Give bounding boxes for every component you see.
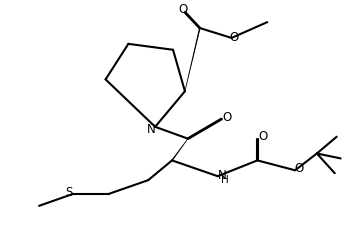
Text: O: O [178,3,188,16]
Text: H: H [221,174,229,184]
Polygon shape [172,139,188,161]
Text: O: O [222,110,232,123]
Polygon shape [185,29,200,92]
Text: O: O [258,130,267,143]
Text: O: O [295,162,304,175]
Text: N: N [146,123,155,135]
Text: N: N [218,168,226,181]
Text: O: O [230,31,239,43]
Text: S: S [65,185,72,198]
